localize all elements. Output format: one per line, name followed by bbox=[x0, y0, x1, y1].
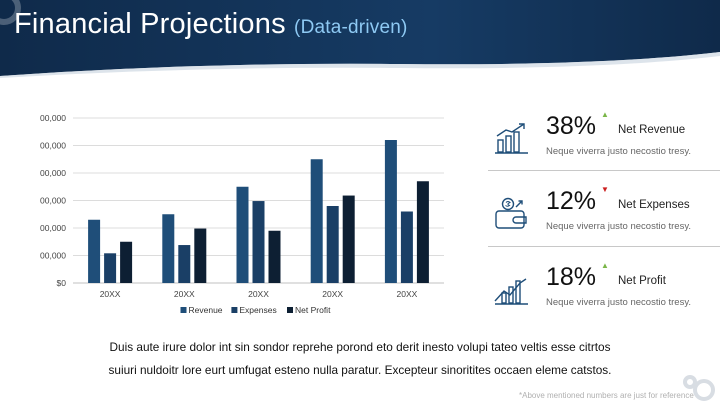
body-line: suiuri nuldoitr lore eurt umfugat esteno… bbox=[108, 363, 612, 377]
trend-up-icon: ▲ bbox=[601, 261, 609, 270]
bar bbox=[194, 228, 207, 283]
y-tick-label: $600,000 bbox=[40, 113, 66, 123]
bar bbox=[88, 219, 101, 283]
y-tick-label: $500,000 bbox=[40, 141, 66, 151]
bar bbox=[400, 211, 413, 283]
kpi-value: 12% bbox=[546, 187, 597, 215]
legend-label: Revenue bbox=[189, 305, 223, 315]
bar bbox=[178, 245, 191, 283]
kpi-label: Net Expenses bbox=[618, 199, 690, 211]
title-main: Financial Projections bbox=[14, 8, 286, 40]
bar bbox=[326, 206, 339, 283]
legend-swatch bbox=[287, 307, 293, 313]
y-tick-label: $0 bbox=[57, 278, 67, 288]
body-paragraph: Duis aute irure dolor int sin sondor rep… bbox=[60, 336, 660, 382]
bar bbox=[236, 186, 249, 283]
x-tick-label: 20XX bbox=[248, 289, 269, 299]
bar bbox=[384, 140, 397, 283]
kpi-description: Neque viverra justo necostio tresy. bbox=[546, 146, 692, 157]
legend-swatch bbox=[231, 307, 238, 313]
y-tick-label: $100,000 bbox=[40, 251, 66, 261]
x-tick-label: 20XX bbox=[100, 289, 121, 299]
bar-chart: $0 $100,000 $200,000 $300,000 $400,000 $500,0… bbox=[40, 113, 444, 315]
bar bbox=[342, 195, 355, 283]
header-banner: Financial Projections (Data-driven) bbox=[0, 0, 720, 78]
body-line: Duis aute irure dolor int sin sondor rep… bbox=[109, 340, 611, 354]
divider bbox=[488, 246, 720, 247]
legend-label: Expenses bbox=[239, 305, 276, 315]
bar-chart-trend-icon bbox=[494, 278, 528, 305]
kpi-card-net-expenses: 12% ▼ Net Expenses Neque viverra justo n… bbox=[488, 183, 720, 255]
kpi-label: Net Profit bbox=[618, 275, 666, 287]
wallet-dollar-icon bbox=[495, 197, 527, 229]
y-tick-label: $200,000 bbox=[40, 223, 66, 233]
kpi-card-net-revenue: 38% ▲ Net Revenue Neque viverra justo ne… bbox=[488, 108, 720, 180]
legend-label: Net Profit bbox=[295, 305, 331, 315]
bar bbox=[252, 201, 265, 283]
bar bbox=[120, 241, 133, 283]
kpi-description: Neque viverra justo necostio tresy. bbox=[546, 221, 692, 232]
y-tick-label: $400,000 bbox=[40, 168, 66, 178]
legend-swatch bbox=[180, 307, 187, 313]
x-tick-label: 20XX bbox=[397, 289, 418, 299]
gear-decor-icon bbox=[0, 0, 21, 25]
footnote: *Above mentioned numbers are just for re… bbox=[519, 391, 694, 400]
bar-chart-growth-icon bbox=[495, 123, 528, 154]
title-subtitle: (Data-driven) bbox=[294, 17, 408, 38]
y-tick-label: $300,000 bbox=[40, 196, 66, 206]
header-background bbox=[0, 0, 720, 78]
bar bbox=[268, 230, 281, 283]
kpi-label: Net Revenue bbox=[618, 124, 686, 136]
gear-decor-icon bbox=[683, 375, 715, 401]
x-tick-label: 20XX bbox=[322, 289, 343, 299]
divider bbox=[488, 170, 720, 171]
bar bbox=[162, 214, 175, 283]
x-tick-label: 20XX bbox=[174, 289, 195, 299]
page-title: Financial Projections (Data-driven) bbox=[14, 8, 408, 41]
kpi-value: 18% bbox=[546, 263, 597, 291]
kpi-value: 38% bbox=[546, 112, 597, 140]
kpi-card-net-profit: 18% ▲ Net Profit Neque viverra justo nec… bbox=[488, 259, 720, 331]
bar bbox=[310, 159, 323, 283]
bar bbox=[416, 181, 429, 283]
bar bbox=[104, 253, 117, 283]
trend-up-icon: ▲ bbox=[601, 110, 609, 119]
kpi-description: Neque viverra justo necostio tresy. bbox=[546, 297, 692, 308]
trend-down-icon: ▼ bbox=[601, 185, 609, 194]
